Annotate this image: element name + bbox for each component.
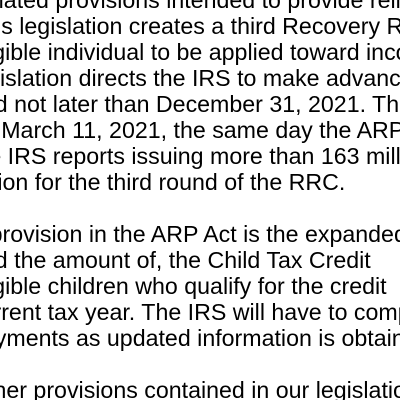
text-line: eligible individual to be applied toward…	[0, 39, 400, 65]
text-line: on March 11, 2021, the same day the ARP …	[0, 117, 400, 143]
text-line: the IRS reports issuing more than 163 mi…	[0, 143, 400, 169]
text-line: eligible children who qualify for the cr…	[0, 273, 387, 299]
text-line: Related provisions intended to provide r…	[0, 0, 400, 13]
text-line: payments as updated information is obtai…	[0, 325, 400, 351]
text-line: and the amount of, the Child Tax Credit	[0, 247, 371, 273]
text-line: current tax year. The IRS will have to c…	[0, 299, 400, 325]
text-line: This legislation creates a third Recover…	[0, 13, 400, 39]
text-line: Other provisions contained in our legisl…	[0, 377, 400, 400]
text-line: and not later than December 31, 2021. Th…	[0, 91, 400, 117]
text-line: A provision in the ARP Act is the expand…	[0, 221, 400, 247]
text-line: billion for the third round of the RRC.	[0, 169, 346, 195]
text-line: legislation directs the IRS to make adva…	[0, 65, 400, 91]
